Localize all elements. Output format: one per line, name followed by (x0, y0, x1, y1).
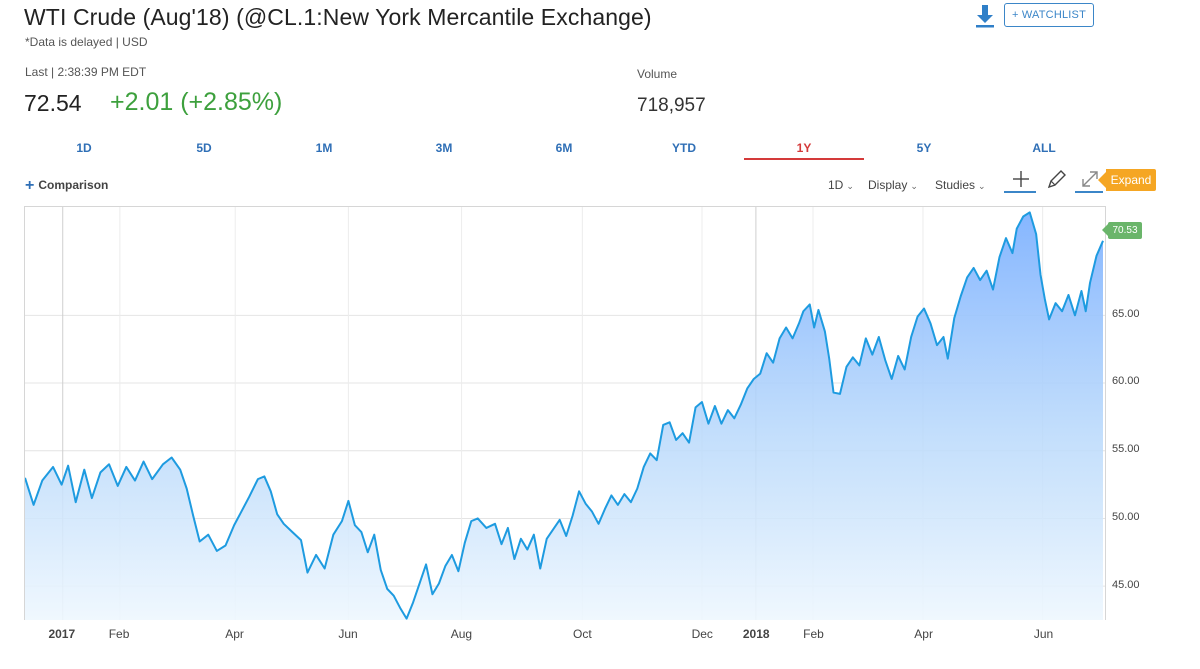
range-tabs: 1D 5D 1M 3M 6M YTD 1Y 5Y ALL (24, 138, 1104, 160)
x-tick-label: Jun (1033, 627, 1054, 641)
y-tick-label: 50.00 (1112, 511, 1140, 524)
price-chart[interactable] (24, 206, 1106, 620)
tab-5y[interactable]: 5Y (916, 141, 932, 155)
price-area (25, 212, 1104, 620)
chevron-down-icon: ⌄ (846, 181, 854, 191)
x-tick-label: Apr (914, 627, 933, 641)
last-trade-time: Last | 2:38:39 PM EDT (25, 65, 147, 79)
x-tick-label: Aug (450, 627, 473, 641)
tab-1y[interactable]: 1Y (744, 138, 864, 160)
y-tick-label: 65.00 (1112, 307, 1140, 320)
plus-icon: + (25, 177, 35, 194)
x-tick-label: Feb (803, 627, 824, 641)
crosshair-icon[interactable] (1006, 168, 1036, 192)
x-tick-label: Oct (573, 627, 592, 641)
x-axis: 2017 Feb Apr Jun Aug Oct Dec 2018 Feb Apr Jun (24, 620, 1106, 650)
crosshair-underline (1004, 191, 1036, 193)
y-tick-label: 60.00 (1112, 375, 1140, 388)
chevron-down-icon: ⌄ (910, 181, 918, 191)
studies-dropdown[interactable]: Studies ⌄ (935, 178, 986, 192)
tab-ytd[interactable]: YTD (672, 141, 696, 155)
expand-tooltip: Expand (1098, 169, 1156, 191)
x-tick-label: Jun (338, 627, 358, 641)
y-tick-label: 55.00 (1112, 443, 1140, 456)
tab-1m[interactable]: 1M (315, 141, 333, 155)
page-title: WTI Crude (Aug'18) (@CL.1:New York Merca… (24, 4, 652, 30)
expand-underline (1075, 191, 1103, 193)
display-label: Display (868, 178, 908, 192)
last-price: 72.54 (24, 90, 82, 116)
tab-3m[interactable]: 3M (435, 141, 453, 155)
pencil-icon[interactable] (1041, 168, 1071, 192)
studies-label: Studies (935, 178, 976, 192)
interval-label: 1D (828, 178, 844, 192)
tab-6m[interactable]: 6M (555, 141, 573, 155)
x-tick-label: 2017 (48, 627, 76, 641)
tab-all[interactable]: ALL (1032, 141, 1056, 155)
volume-label: Volume (637, 67, 678, 81)
price-line (25, 211, 1104, 620)
volume-value: 718,957 (637, 95, 706, 116)
x-tick-label: Feb (108, 627, 130, 641)
comparison-button[interactable]: + Comparison (25, 177, 108, 195)
interval-dropdown[interactable]: 1D ⌄ (828, 178, 854, 192)
x-tick-label: Apr (225, 627, 244, 641)
data-delay-note: *Data is delayed | USD (25, 35, 148, 49)
comparison-label: Comparison (38, 178, 109, 192)
price-change: +2.01 (+2.85%) (110, 88, 283, 116)
x-tick-label: Dec (691, 627, 713, 641)
display-dropdown[interactable]: Display ⌄ (868, 178, 918, 192)
tab-1d[interactable]: 1D (76, 141, 92, 155)
expand-icon[interactable] (1075, 168, 1105, 192)
x-tick-label: 2018 (742, 627, 770, 641)
y-tick-label: 45.00 (1112, 579, 1140, 592)
download-icon[interactable] (974, 4, 996, 28)
add-to-watchlist-button[interactable]: + WATCHLIST (1004, 3, 1094, 27)
chevron-down-icon: ⌄ (978, 181, 986, 191)
last-value-badge: 70.53 (1102, 222, 1142, 239)
tab-5d[interactable]: 5D (196, 141, 212, 155)
